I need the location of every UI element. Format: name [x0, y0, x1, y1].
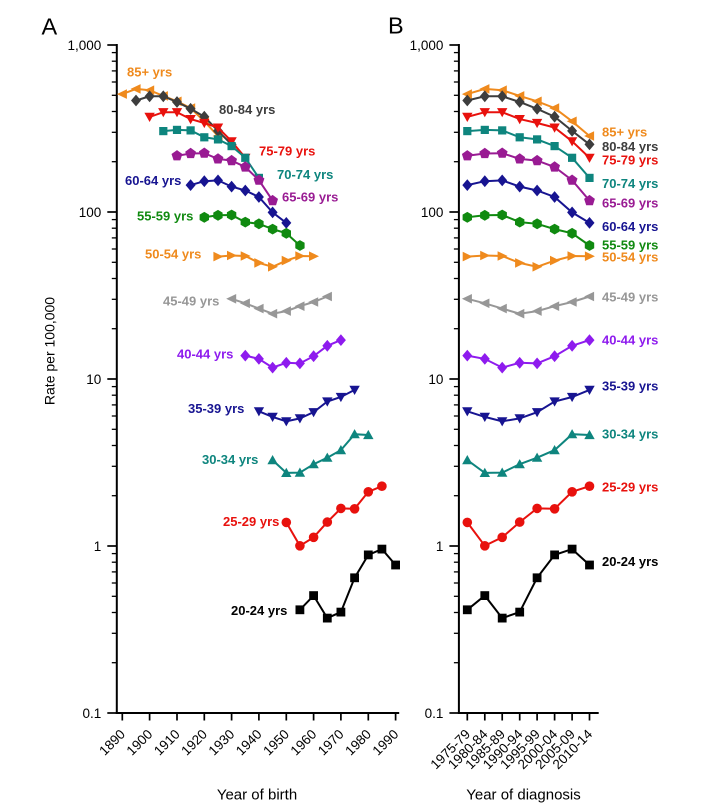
svg-text:45-49 yrs: 45-49 yrs	[602, 289, 658, 304]
svg-text:Year of diagnosis: Year of diagnosis	[466, 787, 581, 804]
svg-text:80-84 yrs: 80-84 yrs	[602, 139, 658, 154]
svg-text:1: 1	[94, 539, 102, 554]
svg-text:Rate per 100,000: Rate per 100,000	[42, 297, 58, 405]
svg-text:10: 10	[428, 372, 443, 387]
svg-text:100: 100	[79, 205, 102, 220]
svg-text:55-59 yrs: 55-59 yrs	[137, 208, 193, 223]
svg-text:55-59 yrs: 55-59 yrs	[602, 237, 658, 252]
svg-text:20-24 yrs: 20-24 yrs	[231, 603, 287, 618]
svg-text:1,000: 1,000	[68, 38, 102, 53]
svg-text:80-84 yrs: 80-84 yrs	[219, 102, 275, 117]
svg-text:100: 100	[421, 205, 444, 220]
svg-text:85+ yrs: 85+ yrs	[127, 64, 172, 79]
svg-text:85+ yrs: 85+ yrs	[602, 124, 647, 139]
svg-text:75-79 yrs: 75-79 yrs	[259, 143, 315, 158]
svg-text:1: 1	[436, 539, 444, 554]
svg-text:70-74 yrs: 70-74 yrs	[277, 167, 333, 182]
svg-text:65-69 yrs: 65-69 yrs	[282, 189, 338, 204]
svg-text:Year of birth: Year of birth	[217, 787, 297, 804]
svg-text:60-64 yrs: 60-64 yrs	[602, 219, 658, 234]
svg-text:40-44 yrs: 40-44 yrs	[177, 346, 233, 361]
svg-text:20-24 yrs: 20-24 yrs	[602, 554, 658, 569]
svg-text:1,000: 1,000	[410, 38, 444, 53]
svg-text:65-69 yrs: 65-69 yrs	[602, 195, 658, 210]
svg-text:60-64 yrs: 60-64 yrs	[125, 173, 181, 188]
svg-text:75-79 yrs: 75-79 yrs	[602, 152, 658, 167]
svg-text:A: A	[42, 14, 58, 40]
svg-text:35-39 yrs: 35-39 yrs	[602, 378, 658, 393]
svg-text:50-54 yrs: 50-54 yrs	[602, 249, 658, 264]
svg-text:25-29 yrs: 25-29 yrs	[223, 514, 279, 529]
svg-text:35-39 yrs: 35-39 yrs	[188, 401, 244, 416]
svg-text:50-54 yrs: 50-54 yrs	[145, 246, 201, 261]
svg-text:45-49 yrs: 45-49 yrs	[163, 293, 219, 308]
svg-text:30-34 yrs: 30-34 yrs	[602, 426, 658, 441]
svg-text:0.1: 0.1	[83, 706, 102, 721]
svg-text:B: B	[388, 13, 404, 39]
svg-text:40-44 yrs: 40-44 yrs	[602, 332, 658, 347]
svg-text:0.1: 0.1	[425, 706, 444, 721]
svg-text:25-29 yrs: 25-29 yrs	[602, 479, 658, 494]
svg-text:10: 10	[86, 372, 101, 387]
svg-text:70-74 yrs: 70-74 yrs	[602, 176, 658, 191]
svg-text:30-34 yrs: 30-34 yrs	[202, 452, 258, 467]
